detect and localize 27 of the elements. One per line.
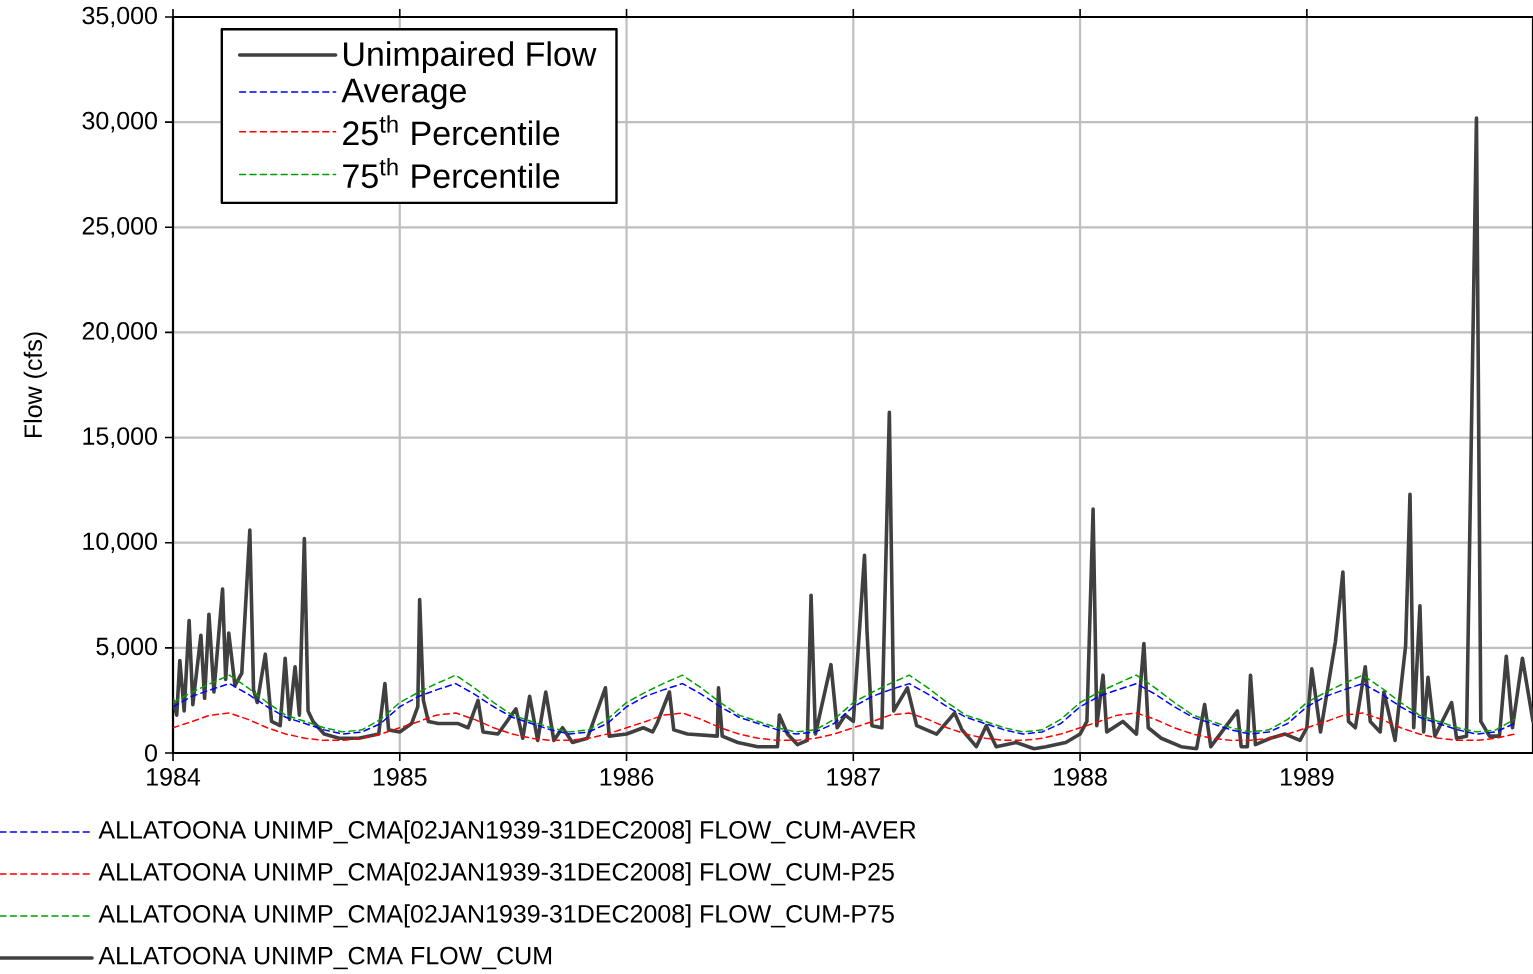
legend-label: 25$^{th}$ Percentile	[343, 115, 560, 146]
line-series	[173, 682, 1516, 735]
x-tick-label: 1986	[600, 768, 654, 786]
legend-label: 75$^{th}$ Percentile	[343, 158, 560, 189]
y-axis-title: Flow (cfs)	[23, 332, 47, 438]
line-series	[173, 674, 1516, 733]
line-series	[173, 712, 1516, 742]
y-tick-label: 15,000	[83, 427, 157, 448]
x-tick-label: 1984	[147, 768, 201, 786]
line-series	[173, 116, 1533, 751]
x-tick-label: 1987	[827, 768, 880, 786]
y-tick-label: 10,000	[83, 532, 157, 554]
legend-label: Unimpaired Flow	[344, 41, 597, 73]
y-tick-label: 30,000	[82, 111, 157, 133]
text: ALLATOONA UNIMP_CMA[02JAN1939-31DEC2008] FLOW_CUM-P75	[98, 904, 894, 928]
y-tick-label: 20,000	[82, 322, 157, 343]
y-tick-label: 0	[145, 744, 157, 762]
text: ALLATOONA UNIMP_CMA FLOW_CUM	[98, 946, 552, 970]
x-tick-label: 1988	[1054, 768, 1107, 786]
text: ALLATOONA UNIMP_CMA[02JAN1939-31DEC2008] FLOW_CUM-P25	[98, 862, 894, 886]
legend-label: Average	[341, 78, 466, 110]
y-tick-label: 25,000	[82, 216, 157, 238]
y-tick-label: 5,000	[96, 637, 157, 659]
x-tick-label: 1985	[373, 768, 427, 786]
text: ALLATOONA UNIMP_CMA[02JAN1939-31DEC2008] FLOW_CUM-AVER	[98, 820, 916, 844]
y-tick-label: 35,000	[82, 6, 157, 28]
x-tick-label: 1989	[1280, 768, 1334, 786]
